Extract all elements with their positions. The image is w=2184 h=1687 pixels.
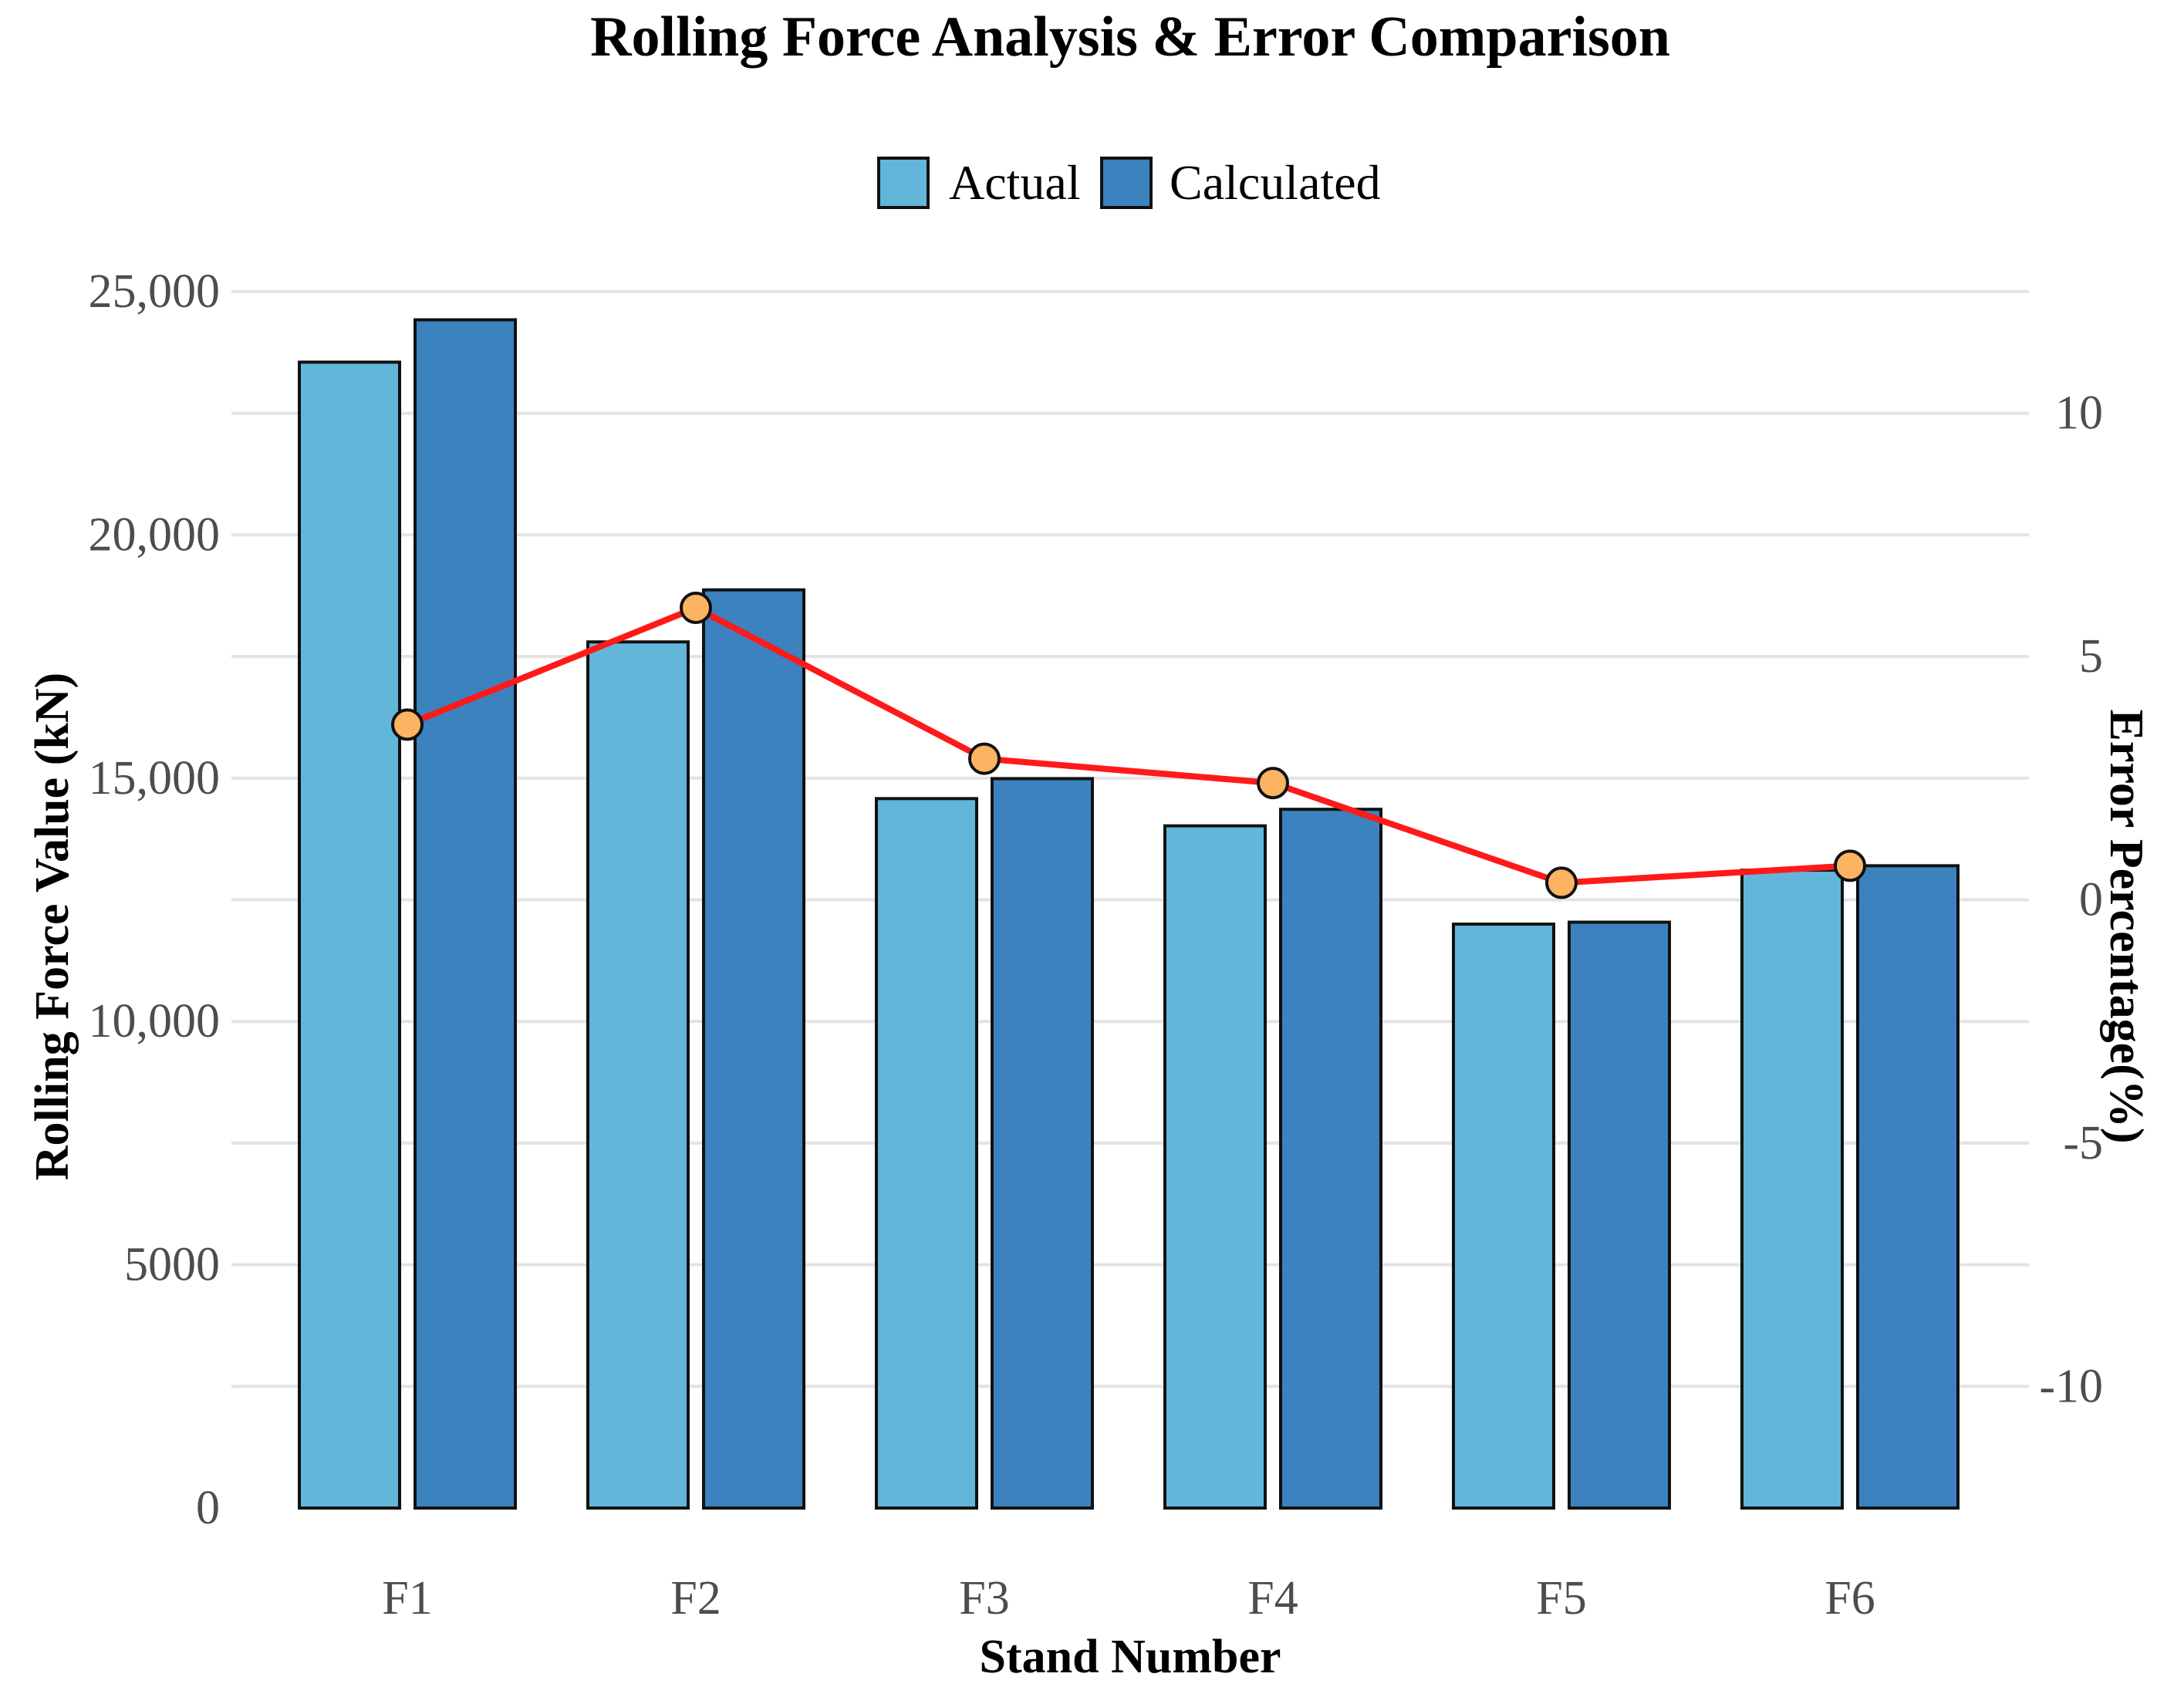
bar-calculated-f6 <box>1856 864 1960 1510</box>
bar-actual-f5 <box>1452 923 1555 1510</box>
x-tick-label-f2: F2 <box>670 1572 721 1625</box>
x-tick-label-f1: F1 <box>382 1572 432 1625</box>
y2-tick-label: -10 <box>2039 1360 2103 1412</box>
y-tick-label: 20,000 <box>89 508 221 561</box>
bar-actual-f4 <box>1163 824 1267 1510</box>
x-axis-label: Stand Number <box>979 1631 1281 1683</box>
bar-calculated-f3 <box>991 777 1094 1510</box>
error-point-f5 <box>1545 866 1578 899</box>
legend-label-actual: Actual <box>949 155 1081 210</box>
error-point-f2 <box>680 592 712 625</box>
error-point-f4 <box>1257 767 1289 800</box>
bar-actual-f3 <box>875 797 978 1510</box>
error-point-f3 <box>968 742 1001 775</box>
left-axis: 0 5000 10,000 15,000 20,000 25,000 <box>89 265 221 1534</box>
y-tick-label: 15,000 <box>89 752 221 805</box>
y2-tick-label: 5 <box>2079 630 2103 683</box>
y2-axis-label: Error Percentage(%) <box>2100 710 2152 1144</box>
bar-actual-f6 <box>1740 869 1844 1510</box>
x-tick-label-f4: F4 <box>1247 1572 1298 1625</box>
legend-label-calculated: Calculated <box>1170 155 1381 210</box>
error-point-f6 <box>1834 849 1866 882</box>
legend-swatch-calculated <box>1100 157 1153 209</box>
y-tick-label: 0 <box>196 1482 220 1534</box>
y2-tick-label: 10 <box>2055 387 2103 440</box>
error-line <box>391 592 1866 899</box>
y-tick-label: 10,000 <box>89 995 221 1048</box>
error-line-path <box>406 605 1851 886</box>
bar-calculated-f5 <box>1568 920 1671 1510</box>
y2-tick-label: 0 <box>2079 874 2103 926</box>
bar-calculated-f1 <box>414 318 517 1510</box>
y-tick-label: 5000 <box>124 1239 220 1291</box>
x-tick-label-f6: F6 <box>1825 1572 1875 1625</box>
bar-actual-f2 <box>586 640 690 1510</box>
grid <box>231 290 2029 1388</box>
bar-calculated-f4 <box>1279 808 1382 1510</box>
legend-swatch-actual <box>877 157 930 209</box>
error-point-f1 <box>391 708 424 741</box>
legend: Actual Calculated <box>877 155 1381 210</box>
y2-tick-label: -5 <box>2063 1117 2103 1169</box>
right-axis: -10 -5 0 5 10 <box>2039 387 2103 1413</box>
bar-actual-f1 <box>298 360 401 1510</box>
x-tick-label-f3: F3 <box>959 1572 1009 1625</box>
x-tick-label-f5: F5 <box>1536 1572 1586 1625</box>
bar-calculated-f2 <box>702 588 805 1510</box>
x-axis: F1 F2 F3 F4 F5 F6 <box>382 1572 1875 1625</box>
y-axis-label: Rolling Force Value (kN) <box>26 673 79 1180</box>
chart-title: Rolling Force Analysis & Error Compariso… <box>590 5 1670 69</box>
y-tick-label: 25,000 <box>89 265 221 318</box>
bars <box>298 318 1960 1510</box>
